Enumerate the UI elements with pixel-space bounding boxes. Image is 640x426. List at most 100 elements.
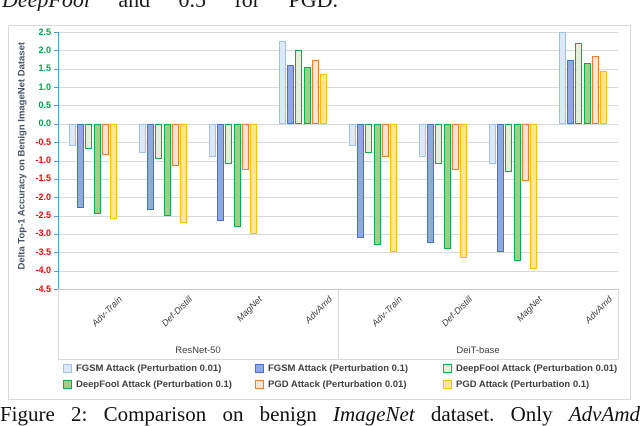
legend-label: FGSM Attack (Perturbation 0.1) — [268, 363, 409, 374]
legend-label: DeepFool Attack (Perturbation 0.01) — [456, 363, 618, 374]
section-label: DeiT-base — [456, 345, 500, 356]
y-tick-label: -3.0 — [35, 228, 51, 239]
legend-label: PGD Attack (Perturbation 0.01) — [268, 379, 407, 390]
y-tick-label: 0.5 — [38, 99, 51, 110]
label-area-bottom-line — [58, 359, 618, 360]
gridline — [58, 87, 618, 89]
gridline — [58, 32, 618, 33]
bar — [521, 123, 529, 181]
bar — [138, 123, 146, 154]
bar — [365, 123, 373, 154]
section-separator — [58, 289, 59, 359]
x-category-label: Adv-Train — [89, 294, 125, 329]
bar — [171, 123, 179, 166]
gridline — [58, 215, 618, 217]
legend-item: DeepFool Attack (Perturbation 0.01) — [443, 362, 623, 375]
gridline — [58, 50, 618, 52]
legend-item: FGSM Attack (Perturbation 0.01) — [63, 362, 255, 375]
gridline — [58, 270, 618, 272]
legend-swatch-icon — [63, 380, 72, 389]
bar — [250, 123, 258, 234]
legend-item: PGD Attack (Perturbation 0.01) — [255, 378, 443, 391]
bar — [217, 123, 225, 222]
y-axis-tick — [54, 142, 58, 144]
x-category-label: AdvAmd — [582, 294, 615, 326]
bar — [373, 123, 381, 245]
y-axis-tick — [54, 252, 58, 254]
y-tick-label: 2.5 — [38, 26, 51, 37]
legend-item: PGD Attack (Perturbation 0.1) — [443, 378, 623, 391]
gridline — [58, 68, 618, 70]
bar — [278, 41, 286, 124]
y-axis-tick — [54, 233, 58, 235]
gridline — [58, 252, 618, 254]
figure-chart: Delta Top-1 Accuracy on Benign ImageNet … — [8, 25, 631, 400]
body-text-line: DeepFool and 0.5 for PGD. — [2, 0, 338, 11]
gridline — [58, 197, 618, 199]
section-label: ResNet-50 — [175, 345, 221, 356]
bar — [418, 123, 426, 157]
section-separator — [338, 289, 339, 359]
y-tick-label: -1.5 — [35, 173, 51, 184]
x-category-label: Adv-Train — [369, 294, 405, 329]
gridline — [58, 178, 618, 180]
x-category-label: Def-Distill — [439, 294, 475, 329]
bar — [381, 123, 389, 157]
y-tick-label: -1.0 — [35, 155, 51, 165]
chart-legend: FGSM Attack (Perturbation 0.01) FGSM Atta… — [63, 362, 623, 391]
bar — [451, 123, 459, 170]
y-tick-label: -2.0 — [35, 191, 51, 202]
y-tick-label: 1.0 — [38, 81, 51, 92]
legend-label: FGSM Attack (Perturbation 0.01) — [76, 363, 222, 374]
bar — [427, 123, 435, 244]
y-axis-tick — [54, 32, 58, 33]
text-segment: and 0.5 for PGD. — [90, 0, 338, 11]
text-segment: DeepFool — [2, 0, 90, 11]
y-axis-tick — [54, 123, 58, 125]
bar — [110, 123, 118, 220]
y-axis-line — [58, 32, 59, 289]
bar — [348, 123, 356, 146]
gridline — [58, 233, 618, 235]
gridline — [58, 123, 618, 125]
bar — [583, 63, 591, 124]
bar — [163, 123, 171, 216]
bar — [233, 123, 241, 227]
bar — [505, 123, 513, 172]
y-tick-label: 1.5 — [38, 63, 51, 74]
bar — [68, 123, 76, 146]
bar — [241, 123, 249, 170]
bar — [558, 32, 566, 124]
bar — [101, 123, 109, 155]
figure-caption-line: Figure 2: Comparison on benign ImageNet … — [0, 402, 640, 426]
bar — [530, 123, 538, 269]
y-tick-label: 0.0 — [38, 118, 51, 129]
x-category-label: Def-Distill — [159, 294, 195, 329]
text-segment: ImageNet — [333, 402, 415, 426]
text-segment: dataset. Only — [414, 402, 569, 426]
bar — [225, 123, 233, 165]
bar — [567, 59, 575, 124]
gridline — [58, 160, 618, 162]
bar — [93, 123, 101, 214]
bar — [155, 123, 163, 159]
bar — [77, 123, 85, 209]
y-tick-label: -4.0 — [35, 265, 51, 276]
bar — [180, 123, 188, 223]
legend-label: DeepFool Attack (Perturbation 0.1) — [76, 379, 232, 390]
y-tick-label: -4.5 — [35, 283, 51, 294]
bar — [513, 123, 521, 262]
x-category-label: MagNet — [514, 294, 545, 324]
y-tick-label: -0.5 — [35, 136, 51, 147]
y-tick-label: 2.0 — [38, 44, 51, 55]
bar — [357, 123, 365, 238]
bar — [147, 123, 155, 211]
legend-swatch-icon — [443, 380, 452, 389]
bar — [295, 50, 303, 124]
bar — [591, 55, 599, 124]
figure-caption: Figure 2: Comparison on benign ImageNet … — [0, 402, 640, 426]
text-segment: Figure 2: Comparison on benign — [0, 402, 334, 426]
gridline — [58, 142, 618, 144]
bar — [320, 74, 328, 124]
